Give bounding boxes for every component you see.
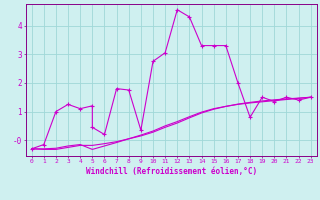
X-axis label: Windchill (Refroidissement éolien,°C): Windchill (Refroidissement éolien,°C) [86, 167, 257, 176]
